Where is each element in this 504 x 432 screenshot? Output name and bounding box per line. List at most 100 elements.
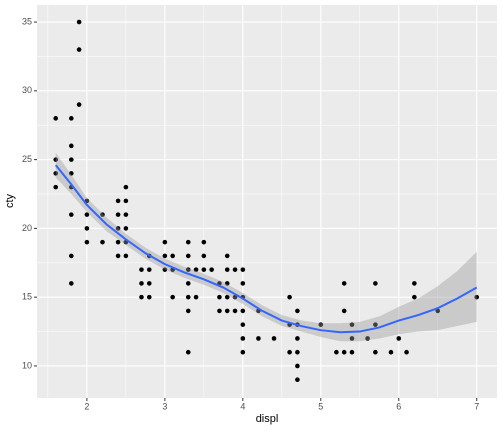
point bbox=[185, 253, 191, 259]
x-axis-label: displ bbox=[256, 413, 279, 425]
point bbox=[388, 349, 394, 355]
point bbox=[115, 253, 121, 259]
point bbox=[69, 212, 74, 217]
point bbox=[69, 171, 74, 176]
point bbox=[373, 322, 378, 327]
y-tick-label: 30 bbox=[22, 85, 32, 95]
point bbox=[341, 349, 347, 355]
point bbox=[435, 308, 441, 314]
smooth-line bbox=[54, 164, 478, 334]
point bbox=[76, 19, 82, 25]
point bbox=[53, 184, 59, 190]
point bbox=[53, 171, 59, 176]
y-tick-label: 35 bbox=[22, 16, 32, 26]
point bbox=[240, 349, 246, 355]
point bbox=[271, 336, 277, 341]
point bbox=[295, 377, 300, 383]
point bbox=[287, 294, 292, 300]
point bbox=[295, 363, 300, 369]
x-tick-label: 4 bbox=[240, 401, 245, 411]
point bbox=[240, 267, 246, 272]
point bbox=[139, 281, 144, 286]
point bbox=[123, 184, 129, 190]
point bbox=[170, 294, 175, 300]
point bbox=[209, 267, 214, 272]
point bbox=[185, 308, 191, 314]
point bbox=[53, 157, 59, 162]
point bbox=[295, 336, 300, 341]
point bbox=[232, 308, 238, 314]
y-axis-label: cty bbox=[4, 193, 16, 208]
point bbox=[53, 116, 59, 121]
point bbox=[69, 281, 74, 286]
point bbox=[162, 239, 168, 245]
y-tick-label: 20 bbox=[22, 223, 32, 233]
point bbox=[412, 281, 417, 286]
point bbox=[224, 281, 230, 286]
point bbox=[69, 116, 74, 121]
point bbox=[224, 294, 230, 300]
point bbox=[365, 336, 370, 341]
point bbox=[69, 157, 74, 162]
point bbox=[224, 267, 230, 272]
x-tick-label: 2 bbox=[84, 401, 89, 411]
point bbox=[341, 308, 347, 314]
confidence-band bbox=[55, 152, 477, 342]
point bbox=[146, 294, 152, 300]
y-tick-label: 25 bbox=[22, 154, 32, 164]
point bbox=[162, 267, 168, 272]
point bbox=[295, 349, 300, 355]
x-tick-label: 5 bbox=[318, 401, 323, 411]
x-tick-label: 7 bbox=[474, 401, 479, 411]
point bbox=[217, 294, 222, 300]
point bbox=[185, 349, 191, 355]
point bbox=[474, 294, 480, 300]
point bbox=[84, 212, 90, 217]
point bbox=[396, 336, 402, 341]
point bbox=[69, 253, 74, 259]
y-tick-label: 10 bbox=[22, 360, 32, 370]
point bbox=[123, 226, 129, 231]
point bbox=[146, 281, 152, 286]
x-tick-label: 3 bbox=[162, 401, 167, 411]
point bbox=[69, 143, 74, 149]
point bbox=[76, 102, 82, 107]
point bbox=[100, 239, 105, 245]
point bbox=[115, 239, 121, 245]
point bbox=[412, 294, 417, 300]
point bbox=[373, 281, 378, 286]
point bbox=[373, 349, 378, 355]
point bbox=[115, 198, 121, 204]
y-tick-label: 15 bbox=[22, 292, 32, 302]
point bbox=[185, 239, 191, 245]
point bbox=[115, 226, 121, 231]
point bbox=[193, 267, 199, 272]
point bbox=[240, 281, 246, 286]
point bbox=[170, 253, 175, 259]
point bbox=[146, 267, 152, 272]
point bbox=[76, 47, 82, 52]
point bbox=[185, 294, 191, 300]
point bbox=[232, 294, 238, 300]
point bbox=[349, 336, 355, 341]
point bbox=[123, 212, 129, 217]
panel bbox=[37, 5, 497, 398]
point bbox=[217, 308, 222, 314]
point bbox=[224, 308, 230, 314]
point bbox=[84, 239, 90, 245]
point bbox=[318, 322, 324, 327]
point bbox=[232, 267, 238, 272]
point bbox=[295, 308, 300, 314]
point bbox=[341, 281, 347, 286]
point bbox=[115, 212, 121, 217]
point bbox=[139, 294, 144, 300]
point bbox=[334, 349, 339, 355]
point bbox=[201, 267, 207, 272]
point bbox=[240, 322, 246, 327]
point bbox=[201, 253, 207, 259]
point bbox=[193, 294, 199, 300]
point bbox=[139, 267, 144, 272]
point bbox=[123, 198, 129, 204]
x-tick-label: 6 bbox=[396, 401, 401, 411]
